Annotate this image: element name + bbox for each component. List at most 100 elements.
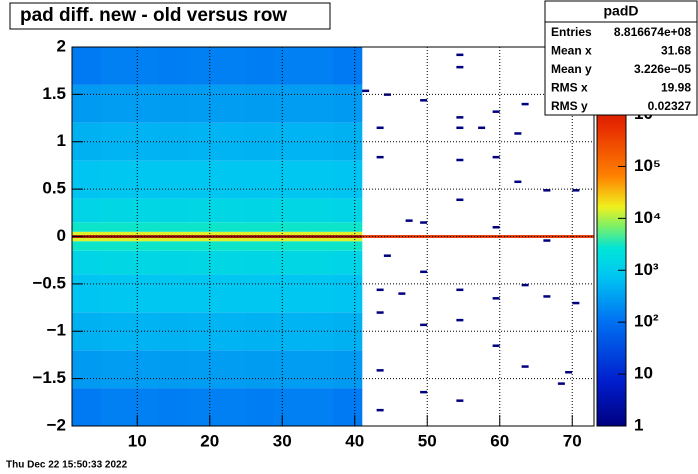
colorbar-step	[597, 182, 626, 186]
colorbar-step	[597, 416, 626, 419]
heat-cell	[246, 237, 276, 242]
x-tick-label: 60	[490, 431, 509, 450]
colorbar-step	[597, 286, 626, 289]
heat-cell	[246, 241, 276, 251]
heat-cell	[159, 235, 189, 238]
colorbar-step	[597, 116, 626, 120]
heat-cell	[275, 237, 305, 242]
heat-cell	[217, 237, 247, 242]
heat-cell	[101, 350, 131, 389]
colorbar-step	[597, 370, 626, 373]
sparse-cell	[572, 301, 580, 305]
heat-cell	[188, 274, 218, 313]
colorbar-step	[597, 154, 626, 158]
y-tick-label: 0	[57, 226, 66, 245]
heat-cell	[130, 160, 160, 199]
sparse-cell	[521, 365, 529, 368]
colorbar-step	[597, 380, 626, 383]
heat-cell	[304, 84, 334, 123]
sparse-cell	[521, 283, 529, 287]
heat-cell	[72, 47, 102, 85]
colorbar-step	[597, 388, 626, 391]
heat-cell	[159, 222, 189, 232]
heat-cell	[304, 222, 334, 232]
colorbar-step	[597, 180, 626, 184]
x-tick-label: 10	[128, 431, 147, 450]
heat-cell	[188, 231, 218, 236]
sparse-cell	[376, 155, 384, 159]
heat-cell	[275, 222, 305, 232]
y-tick-label: 1.5	[42, 84, 66, 103]
colorbar-step	[597, 324, 626, 327]
sparse-cell	[456, 318, 464, 322]
colorbar-step	[597, 364, 626, 367]
heat-cell	[246, 198, 276, 223]
colorbar-step	[597, 128, 626, 132]
colorbar-step	[597, 390, 626, 393]
colorbar-step	[597, 208, 626, 212]
colorbar-step	[597, 222, 626, 226]
heat-cell	[159, 241, 189, 251]
heat-cell	[159, 350, 189, 389]
colorbar-step	[597, 282, 626, 285]
z-tick-label: 1	[634, 415, 643, 434]
heat-cell	[72, 237, 102, 242]
heat-cell	[333, 241, 363, 251]
colorbar-step	[597, 166, 626, 170]
colorbar-step	[597, 358, 626, 361]
heat-cell	[333, 350, 363, 389]
heat-cell	[304, 250, 334, 275]
colorbar-step	[597, 170, 626, 174]
colorbar-step	[597, 186, 626, 190]
colorbar-step	[597, 420, 626, 423]
colorbar-step	[597, 174, 626, 178]
heat-cell	[275, 274, 305, 313]
colorbar-step	[597, 344, 626, 347]
heat-cell	[101, 84, 131, 123]
colorbar-step	[597, 250, 626, 253]
colorbar-step	[597, 334, 626, 337]
sparse-cell	[521, 102, 529, 106]
heat-cell	[217, 231, 247, 236]
colorbar-step	[597, 342, 626, 345]
colorbar-step	[597, 176, 626, 180]
colorbar-step	[597, 120, 626, 124]
heat-cell	[72, 84, 102, 123]
colorbar-step	[597, 252, 626, 255]
heat-cell	[101, 231, 131, 236]
frame	[71, 46, 595, 427]
colorbar-step	[597, 276, 626, 279]
heat-cell	[188, 241, 218, 251]
colorbar-step	[597, 360, 626, 363]
heat-cell	[130, 198, 160, 223]
timestamp: Thu Dec 22 15:50:33 2022	[6, 460, 128, 471]
heat-cell	[188, 198, 218, 223]
colorbar-step	[597, 386, 626, 389]
sparse-cell	[492, 344, 500, 347]
heat-cell	[188, 47, 218, 85]
heat-cell	[246, 235, 276, 238]
colorbar-step	[597, 424, 626, 427]
colorbar-step	[597, 348, 626, 351]
colorbar-step	[597, 384, 626, 387]
colorbar-step	[597, 218, 626, 222]
stats-value: 8.816674e+08	[614, 25, 691, 39]
sparse-cell	[572, 189, 580, 192]
sparse-cell	[376, 288, 384, 292]
colorbar-step	[597, 288, 626, 291]
colorbar-step	[597, 422, 626, 425]
colorbar-step	[597, 152, 626, 156]
heat-cell	[275, 160, 305, 199]
heat-cell	[333, 274, 363, 313]
colorbar-step	[597, 240, 626, 243]
sparse-cell	[420, 221, 428, 224]
sparse-cell	[376, 408, 384, 412]
heat-cell	[333, 84, 363, 123]
colorbar-step	[597, 340, 626, 343]
sparse-cell	[456, 65, 464, 69]
colorbar-step	[597, 298, 626, 301]
heat-cell	[217, 250, 247, 275]
colorbar-step	[597, 410, 626, 413]
heat-cell	[72, 241, 102, 251]
